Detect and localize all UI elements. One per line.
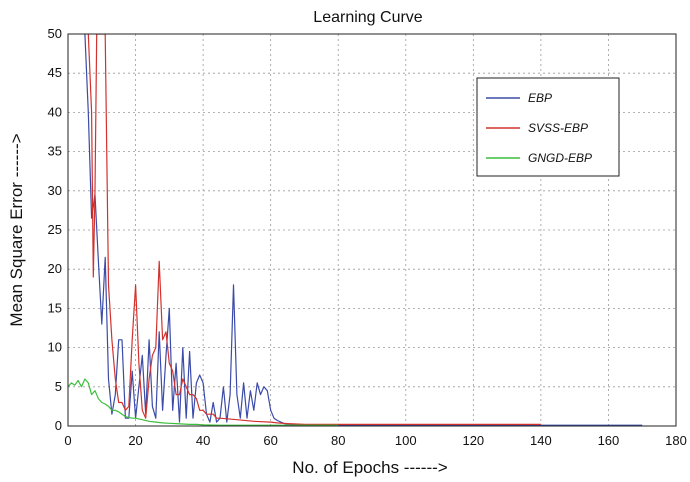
x-tick-label: 20 (128, 433, 142, 448)
y-axis-label: Mean Square Error ------> (7, 133, 26, 326)
x-tick-label: 120 (462, 433, 484, 448)
x-tick-labels: 0 20 40 60 80 100 120 140 160 180 (64, 433, 686, 448)
legend-label: GNGD-EBP (528, 151, 592, 165)
y-tick-label: 20 (48, 261, 62, 276)
x-tick-label: 140 (530, 433, 552, 448)
x-axis-label: No. of Epochs ------> (292, 458, 447, 477)
y-tick-label: 50 (48, 26, 62, 41)
y-tick-label: 25 (48, 222, 62, 237)
y-tick-label: 40 (48, 104, 62, 119)
x-tick-label: 0 (64, 433, 71, 448)
series-lines (68, 34, 643, 426)
legend: EBP SVSS-EBP GNGD-EBP (476, 77, 620, 177)
legend-label: SVSS-EBP (528, 121, 588, 135)
y-tick-label: 5 (55, 379, 62, 394)
x-tick-label: 160 (598, 433, 620, 448)
chart-title: Learning Curve (313, 9, 423, 26)
series-line-2 (87, 34, 541, 425)
y-tick-label: 15 (48, 300, 62, 315)
x-tick-label: 180 (665, 433, 687, 448)
plot-frame (67, 33, 677, 427)
y-tick-label: 35 (48, 144, 62, 159)
y-tick-labels: 0 5 10 15 20 25 30 35 40 45 50 (48, 26, 62, 433)
series-line-1 (84, 34, 643, 426)
x-tick-label: 40 (196, 433, 210, 448)
legend-label: EBP (528, 91, 552, 105)
y-tick-label: 45 (48, 65, 62, 80)
x-tick-label: 80 (331, 433, 345, 448)
y-tick-label: 30 (48, 183, 62, 198)
y-tick-label: 10 (48, 340, 62, 355)
legend-box (476, 77, 620, 177)
x-tick-label: 100 (395, 433, 417, 448)
series-line-3 (68, 378, 339, 426)
legend-items: EBP SVSS-EBP GNGD-EBP (486, 91, 592, 165)
y-tick-label: 0 (55, 418, 62, 433)
x-tick-label: 60 (263, 433, 277, 448)
